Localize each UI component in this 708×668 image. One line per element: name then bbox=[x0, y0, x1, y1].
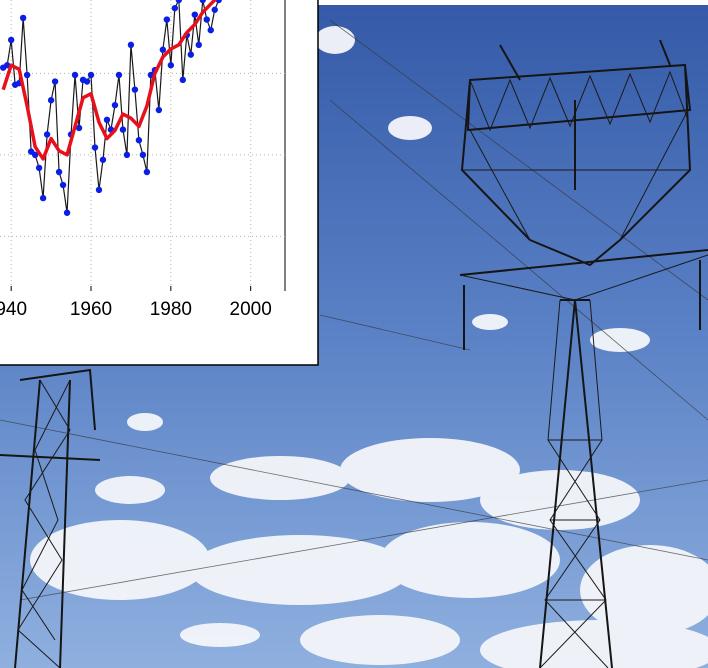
data-point bbox=[83, 78, 91, 85]
data-point bbox=[163, 16, 171, 23]
data-point bbox=[35, 164, 43, 172]
data-point bbox=[135, 137, 143, 144]
x-tick-label: 1960 bbox=[70, 299, 112, 320]
x-tick-label: 1980 bbox=[150, 299, 192, 320]
data-point bbox=[203, 16, 210, 23]
data-point bbox=[95, 186, 103, 194]
chart-window: 940 1960 1980 2000 bbox=[0, 0, 319, 366]
data-point bbox=[143, 168, 151, 176]
data-point bbox=[159, 46, 167, 53]
data-point bbox=[63, 209, 71, 216]
data-point bbox=[39, 194, 47, 202]
data-point bbox=[19, 14, 27, 22]
data-point bbox=[187, 51, 194, 58]
data-point bbox=[207, 26, 214, 34]
data-point bbox=[71, 71, 79, 79]
data-point bbox=[167, 62, 175, 69]
data-point bbox=[171, 4, 179, 12]
data-point bbox=[211, 6, 218, 13]
data-point bbox=[103, 116, 111, 124]
data-point bbox=[115, 71, 123, 79]
data-point bbox=[155, 106, 163, 114]
data-point bbox=[199, 0, 206, 4]
data-point bbox=[139, 151, 147, 159]
data-point bbox=[23, 71, 31, 79]
smooth-line bbox=[1, 0, 218, 161]
x-tick-label: 2000 bbox=[230, 299, 272, 320]
data-point bbox=[31, 151, 39, 159]
data-point bbox=[195, 41, 202, 49]
data-point bbox=[111, 101, 119, 109]
data-point bbox=[175, 0, 183, 4]
x-tick-label: 940 bbox=[0, 299, 27, 320]
window-border bbox=[0, 0, 319, 366]
data-point bbox=[55, 168, 63, 176]
data-point bbox=[59, 181, 67, 189]
x-axis: 940 1960 1980 2000 bbox=[0, 286, 272, 320]
data-point bbox=[99, 156, 107, 163]
data-point bbox=[87, 71, 95, 79]
plot-area bbox=[0, 0, 222, 216]
chart-background bbox=[0, 0, 318, 365]
data-point bbox=[7, 36, 15, 44]
data-point bbox=[127, 41, 135, 49]
data-point bbox=[179, 76, 187, 84]
data-point bbox=[51, 78, 59, 85]
data-point bbox=[123, 151, 131, 159]
data-point bbox=[3, 62, 11, 69]
data-point bbox=[47, 97, 55, 104]
data-point bbox=[75, 124, 83, 132]
data-point bbox=[131, 86, 139, 93]
data-point bbox=[43, 131, 51, 138]
data-point bbox=[91, 144, 99, 151]
data-point bbox=[215, 0, 222, 4]
data-point bbox=[119, 126, 127, 133]
data-point bbox=[191, 11, 198, 18]
